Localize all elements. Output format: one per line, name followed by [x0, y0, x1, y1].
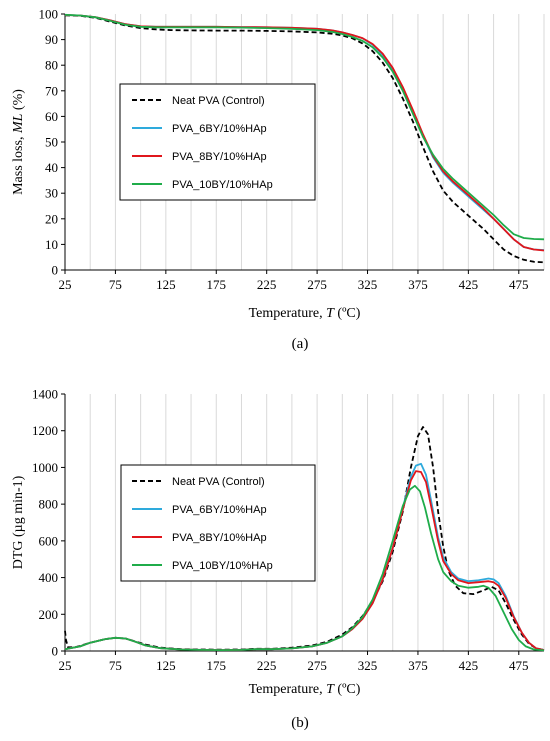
- x-tick-label: 325: [358, 658, 378, 673]
- x-tick-label: 25: [59, 277, 72, 292]
- x-tick-label: 275: [307, 658, 327, 673]
- x-tick-label: 75: [109, 658, 122, 673]
- series-line-pva-10by-10-hap: [64, 484, 545, 652]
- y-tick-label: 50: [45, 135, 58, 150]
- y-tick-label: 90: [45, 32, 58, 47]
- y-tick-label: 40: [45, 160, 58, 175]
- y-tick-label: 70: [45, 83, 58, 98]
- series-line-neat-pva-control: [64, 14, 545, 264]
- legend-label-pva-6by-10-hap: PVA_6BY/10%HAp: [172, 123, 267, 135]
- legend: Neat PVA (Control) PVA_6BY/10%HAp PVA_8BY/…: [120, 464, 316, 582]
- x-tick-label: 225: [257, 277, 277, 292]
- y-tick-label: 1000: [32, 460, 58, 475]
- x-tick-label: 375: [408, 658, 428, 673]
- x-axis-label-unit: (ºC): [334, 682, 361, 697]
- x-axis-label: Temperature, T (ºC): [249, 306, 361, 321]
- y-tick-label: 1400: [32, 387, 58, 402]
- x-tick-label: 125: [156, 658, 176, 673]
- y-tick-label: 1200: [32, 423, 58, 438]
- legend-label-neat-pva-control: Neat PVA (Control): [172, 476, 265, 488]
- y-tick-label: 600: [39, 533, 59, 548]
- y-tick-label: 0: [52, 263, 59, 278]
- legend-box: [120, 464, 316, 582]
- legend-label-neat-pva-control: Neat PVA (Control): [172, 95, 265, 107]
- legend-label-pva-8by-10-hap: PVA_8BY/10%HAp: [172, 532, 267, 544]
- x-axis-label-var: T: [326, 306, 335, 321]
- x-tick-label: 125: [156, 277, 176, 292]
- legend-label-pva-6by-10-hap: PVA_6BY/10%HAp: [172, 504, 267, 516]
- legend-box: [119, 83, 316, 201]
- y-tick-label: 60: [45, 109, 58, 124]
- legend-label-pva-10by-10-hap: PVA_10BY/10%HAp: [172, 179, 273, 191]
- x-axis-label-prefix: Temperature,: [249, 306, 327, 321]
- y-tick-label: 800: [39, 497, 59, 512]
- x-axis-label-unit: (ºC): [334, 306, 361, 321]
- x-axis-label-prefix: Temperature,: [249, 682, 327, 697]
- y-axis-label: Mass loss, ML (%): [11, 89, 26, 195]
- y-axis-label-var: ML: [11, 113, 26, 134]
- legend-label-pva-10by-10-hap: PVA_10BY/10%HAp: [172, 560, 273, 572]
- y-axis-label-unit: (%): [11, 89, 26, 114]
- y-tick-label: 200: [39, 607, 59, 622]
- y-tick-label: 100: [39, 7, 59, 22]
- x-tick-label: 75: [109, 277, 122, 292]
- legend-label-pva-8by-10-hap: PVA_8BY/10%HAp: [172, 151, 267, 163]
- series-line-pva-10by-10-hap: [64, 13, 545, 241]
- x-tick-label: 425: [459, 277, 479, 292]
- y-tick-label: 0: [52, 644, 59, 659]
- y-axis-label-prefix: Mass loss,: [11, 133, 26, 195]
- x-tick-label: 175: [207, 658, 227, 673]
- chart-panel-b: 0 200 400 600 800 1000 1200 1400 25 75 125 175 225 27…: [11, 387, 545, 731]
- y-tick-label: 30: [45, 186, 58, 201]
- panel-label: (b): [291, 715, 309, 731]
- y-axis-label-prefix: DTG (µg min-1): [11, 475, 26, 569]
- x-axis-label: Temperature, T (ºC): [249, 682, 361, 697]
- panel-label: (a): [292, 336, 309, 352]
- x-tick-label: 425: [459, 658, 479, 673]
- x-tick-label: 325: [358, 277, 378, 292]
- x-axis-label-var: T: [326, 682, 335, 697]
- x-tick-label: 225: [257, 658, 277, 673]
- x-tick-label: 25: [59, 658, 72, 673]
- x-tick-label: 275: [307, 277, 327, 292]
- x-tick-label: 375: [408, 277, 428, 292]
- x-tick-label: 175: [207, 277, 227, 292]
- y-tick-label: 20: [45, 211, 58, 226]
- chart-panel-a: 0 10 20 30 40 50 60 70 80 90 100 25 75 125 175 225 275 32…: [11, 7, 545, 352]
- y-axis-label: DTG (µg min-1): [11, 475, 26, 569]
- x-tick-label: 475: [509, 277, 529, 292]
- y-tick-label: 10: [45, 237, 58, 252]
- x-tick-label: 475: [509, 658, 529, 673]
- legend: Neat PVA (Control) PVA_6BY/10%HAp PVA_8BY/…: [119, 83, 316, 201]
- y-tick-label: 80: [45, 58, 58, 73]
- y-tick-label: 400: [39, 570, 59, 585]
